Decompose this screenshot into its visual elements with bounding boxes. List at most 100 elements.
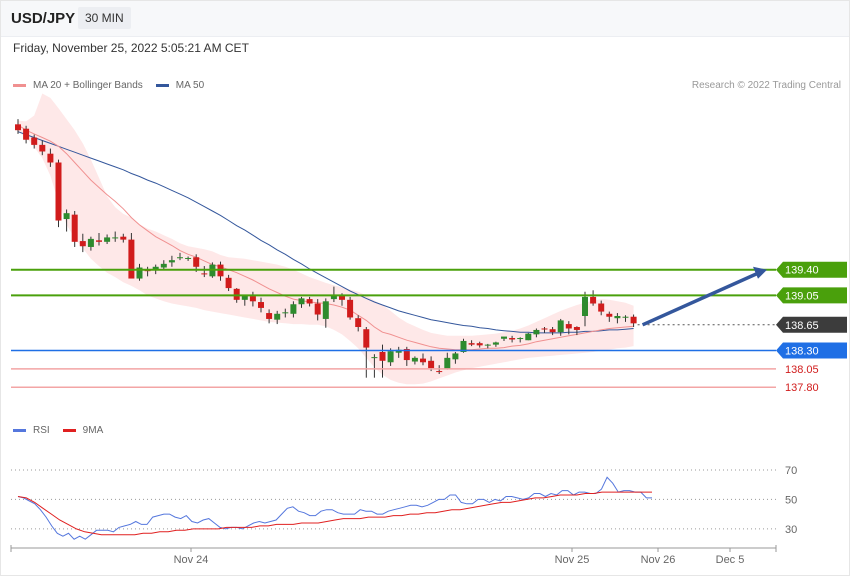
candle-body [501, 336, 507, 339]
candle-body [225, 277, 232, 289]
x-tick-label: Dec 5 [716, 554, 745, 566]
symbol-label: USD/JPY [11, 10, 76, 27]
candle-body [614, 315, 621, 319]
candle-body [460, 340, 467, 352]
ma20-legend-label: MA 20 + Bollinger Bands [33, 80, 143, 91]
resistance-label-tag [776, 287, 847, 304]
x-tick-label: Nov 25 [555, 554, 590, 566]
candle-body [330, 294, 337, 300]
candle-body [193, 257, 200, 267]
rsi-ma-swatch [62, 429, 76, 432]
candle-body [598, 303, 605, 312]
rsi-tick-label: 50 [785, 494, 797, 506]
candle-body [249, 296, 256, 302]
main-legend: MA 20 + Bollinger Bands MA 50 [13, 80, 204, 91]
resistance-label-tag [776, 261, 847, 278]
x-axis: Nov 24 Nov 25 Nov 26 Dec 5 [10, 545, 777, 566]
candle-body [160, 263, 167, 268]
candle-body [128, 239, 135, 279]
candle-body [63, 213, 70, 220]
candle-body [411, 357, 418, 362]
x-tick-label: Nov 26 [641, 554, 676, 566]
candle-body [87, 238, 94, 247]
candle-body [606, 313, 613, 317]
candle-body [274, 313, 281, 320]
candle-body [557, 320, 564, 333]
candle-body [452, 353, 459, 360]
candle-body [168, 260, 175, 263]
rsi-legend-label: RSI [33, 425, 50, 436]
candle-body [233, 288, 240, 300]
candle-body [201, 273, 208, 275]
ma20-swatch [13, 84, 26, 87]
candle-body [136, 267, 143, 279]
candle-body [371, 357, 378, 359]
candle-body [622, 316, 629, 318]
candle-body [31, 137, 38, 145]
rsi-ma-legend-label: 9MA [82, 425, 104, 436]
candle-body [590, 296, 597, 304]
candle-body [630, 316, 637, 324]
toolbar: USD/JPY 30 MIN [0, 0, 850, 37]
rsi-tick-label: 70 [785, 465, 797, 477]
candle-body [104, 237, 111, 242]
interval-button[interactable]: 30 MIN [78, 7, 131, 29]
support-label: 137.80 [785, 382, 819, 394]
resistance-label: 139.05 [785, 290, 819, 302]
resistance-label: 139.40 [785, 265, 819, 277]
candle-body [15, 124, 21, 131]
candle-body [112, 237, 119, 239]
candle-body [492, 342, 499, 345]
candle-body [533, 329, 540, 335]
candle-body [582, 296, 588, 316]
candle-body [517, 338, 524, 340]
key-levels: 139.40 139.05 138.65 138.30 138.05 137.80 [11, 261, 847, 394]
candle-body [484, 344, 491, 346]
candle-body [363, 329, 370, 348]
candle-body [47, 153, 54, 163]
candle-body [541, 328, 548, 330]
candle-body [96, 240, 102, 242]
candle-body [549, 329, 556, 333]
candle-body [468, 343, 475, 345]
candle-body [177, 257, 183, 259]
projection-arrow-shaft [641, 271, 760, 327]
rsi-line [17, 476, 652, 540]
candle-body [565, 324, 572, 329]
candle-body [298, 298, 305, 305]
candle-body [23, 128, 30, 140]
candle-body [71, 214, 78, 242]
candle-body [185, 257, 192, 259]
candle-body [322, 301, 329, 319]
candle-body [152, 266, 159, 270]
support-label: 138.05 [785, 364, 819, 376]
candle-body [444, 357, 451, 369]
candle-body [282, 312, 289, 314]
candle-body [266, 313, 273, 319]
pivot-label-tag [776, 316, 847, 333]
credit-text: Research © 2022 Trading Central [691, 80, 841, 91]
candle-body [525, 333, 532, 341]
candle-body [258, 302, 264, 308]
candle-body [339, 294, 345, 300]
candle-body [306, 299, 313, 304]
rsi-panel: 70 50 30 [11, 465, 797, 540]
candles [15, 119, 637, 378]
candle-body [509, 338, 516, 340]
candle-body [403, 349, 410, 361]
pivot-label: 138.65 [785, 320, 819, 332]
candle-body [355, 318, 362, 328]
candle-body [290, 304, 297, 314]
chart-datetime: Friday, November 25, 2022 5:05:21 AM CET [13, 41, 249, 55]
candle-body [314, 303, 321, 315]
ma50-line [17, 131, 634, 334]
rsi-tick-label: 30 [785, 524, 797, 536]
candle-body [120, 236, 127, 240]
candle-body [39, 144, 46, 152]
candle-body [79, 241, 86, 247]
candle-body [347, 299, 354, 318]
ma50-swatch [155, 84, 169, 87]
rsi-legend: RSI 9MA [13, 425, 103, 436]
support-label: 138.30 [785, 346, 819, 358]
